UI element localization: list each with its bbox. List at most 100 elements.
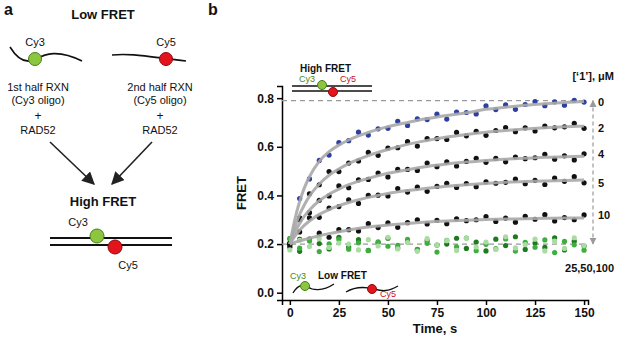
data-point	[385, 236, 390, 241]
scatter-series	[287, 98, 586, 247]
data-point	[425, 241, 430, 246]
scatter-series	[287, 212, 586, 250]
x-tick: 125	[526, 300, 546, 320]
data-point	[513, 245, 518, 250]
panel-a: aLow FRETCy31st half RXN(Cy3 oligo)+RAD5…	[4, 1, 193, 271]
axis-line	[283, 301, 589, 306]
y-tick: 0.2	[257, 237, 282, 251]
y-tick: 0.8	[257, 91, 282, 105]
reaction-label: 2nd half RXN	[127, 81, 192, 93]
x-tick: 75	[431, 300, 445, 320]
dye-label: Cy5	[340, 74, 356, 84]
data-point	[552, 239, 557, 244]
tick-label: 0.8	[257, 91, 274, 105]
data-point	[572, 235, 577, 240]
tick-label: 125	[526, 306, 546, 320]
dye	[301, 282, 310, 291]
series-label: 5	[598, 177, 604, 189]
data-point	[287, 247, 292, 252]
data-point	[415, 249, 420, 254]
tick-mark	[277, 98, 282, 100]
data-point	[346, 247, 351, 252]
tick-mark	[290, 300, 292, 305]
data-point	[356, 240, 361, 245]
plus-sign: +	[156, 109, 163, 123]
data-point	[483, 248, 488, 253]
arrow	[50, 142, 94, 184]
data-point	[464, 235, 469, 240]
data-point	[581, 243, 586, 248]
protein-label: RAD52	[20, 124, 55, 136]
axis-title: FRET	[234, 176, 249, 210]
data-point	[385, 244, 390, 249]
strand	[293, 284, 334, 293]
range-arrow	[592, 101, 593, 244]
data-point	[376, 243, 381, 248]
data-point	[307, 244, 312, 249]
data-point	[493, 246, 498, 251]
series-labels: 024510[‘1’], μM25,50,100	[565, 70, 614, 274]
data-point	[444, 238, 449, 243]
inset-low-fret: Cy3Low FRETCy5	[290, 270, 398, 299]
tick-label: 0.2	[257, 237, 274, 251]
data-point	[356, 247, 361, 252]
series-label: 4	[598, 148, 605, 160]
tick-mark	[437, 300, 439, 305]
data-point	[474, 240, 479, 245]
dye-label: Cy5	[118, 259, 138, 271]
dye-label: Cy3	[299, 74, 315, 84]
data-point	[532, 237, 537, 242]
fit-line	[290, 156, 584, 244]
panel-b: b02550751001251500.00.20.40.60.8Time, sF…	[208, 1, 614, 336]
tick-mark	[388, 300, 390, 305]
y-tick: 0.4	[257, 189, 282, 203]
data-point	[425, 236, 430, 241]
tick-label: 75	[431, 306, 445, 320]
x-axis: 0255075100125150	[283, 300, 595, 320]
dye	[90, 229, 104, 243]
tick-mark	[584, 300, 586, 305]
dye	[368, 285, 377, 294]
dye-label: Cy3	[68, 216, 88, 228]
data-point	[395, 246, 400, 251]
panel-label: b	[208, 1, 218, 18]
scatter-series	[287, 174, 586, 246]
data-point	[366, 248, 371, 253]
data-point	[464, 236, 469, 241]
data-point	[562, 246, 567, 251]
data-point	[542, 212, 547, 217]
data-point	[317, 249, 322, 254]
inset-title: High FRET	[300, 63, 351, 74]
tick-mark	[277, 292, 282, 294]
x-tick: 50	[382, 300, 396, 320]
dye	[160, 53, 173, 66]
data-point	[444, 238, 449, 243]
data-point	[385, 235, 390, 240]
diagram-title: Low FRET	[71, 7, 135, 22]
tick-mark	[277, 195, 282, 197]
tick-label: 0.4	[257, 189, 274, 203]
strand	[112, 54, 186, 61]
tick-label: 25	[333, 306, 347, 320]
data-point	[434, 242, 439, 247]
data-point	[405, 240, 410, 245]
tick-mark	[277, 244, 282, 246]
data-point	[493, 237, 498, 242]
series-label: 25,50,100	[565, 262, 614, 274]
data-point	[366, 237, 371, 242]
data-point	[317, 241, 322, 246]
y-axis: 0.00.20.40.60.8	[257, 87, 282, 301]
diagram-title: High FRET	[70, 194, 136, 209]
dye	[318, 81, 327, 90]
series-label: 10	[598, 209, 610, 221]
inset-high-fret: High FRETCy3 Cy5	[292, 63, 372, 97]
x-tick: 150	[575, 300, 595, 320]
data-point	[493, 247, 498, 252]
data-point	[503, 234, 508, 239]
data-point	[434, 249, 439, 254]
data-point	[464, 246, 469, 251]
x-tick: 100	[476, 300, 496, 320]
plot-marks	[287, 98, 586, 255]
tick-label: 0.0	[257, 286, 274, 300]
dye	[29, 53, 42, 66]
